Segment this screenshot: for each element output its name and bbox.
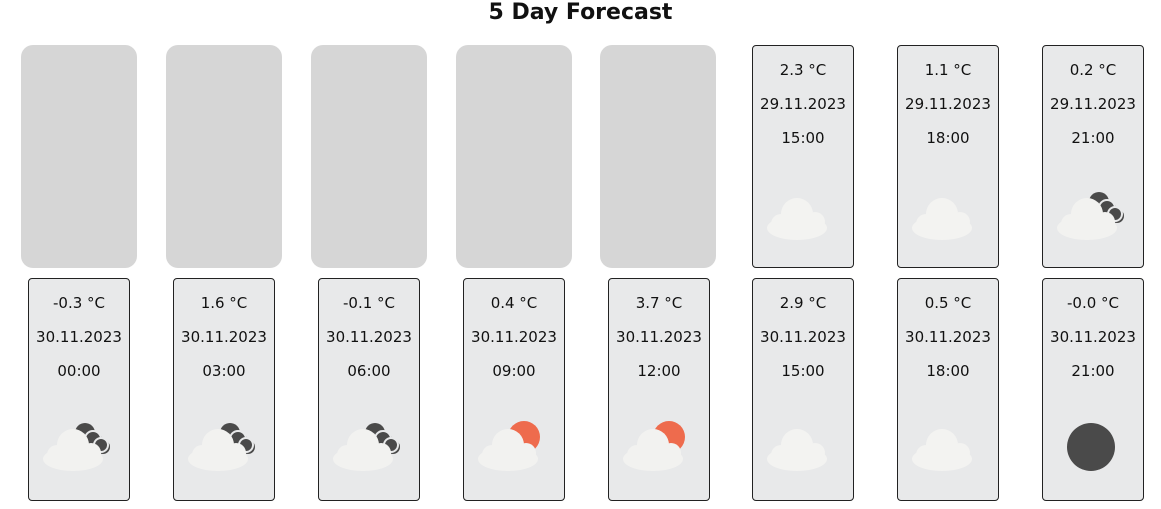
forecast-card: -0.0 °C 30.11.2023 21:00: [1042, 278, 1144, 501]
forecast-card: -0.1 °C 30.11.2023 06:00: [318, 278, 420, 501]
forecast-time: 21:00: [1071, 362, 1115, 380]
forecast-temperature: 2.3 °C: [779, 61, 827, 79]
forecast-date: 30.11.2023: [616, 328, 702, 346]
cloudy-light-icon: [767, 186, 839, 250]
forecast-time: 00:00: [57, 362, 101, 380]
loading-placeholder: [166, 45, 282, 268]
forecast-card: 2.3 °C 29.11.2023 15:00: [752, 45, 854, 268]
forecast-date: 29.11.2023: [1050, 95, 1136, 113]
forecast-time: 12:00: [637, 362, 681, 380]
cloudy-light-icon: [912, 186, 984, 250]
forecast-card: 1.1 °C 29.11.2023 18:00: [897, 45, 999, 268]
clear-night-icon: [1057, 417, 1129, 481]
loading-placeholder: [456, 45, 572, 268]
forecast-card: -0.3 °C 30.11.2023 00:00: [28, 278, 130, 501]
forecast-date: 30.11.2023: [326, 328, 412, 346]
cloudy-night-icon: [43, 417, 115, 481]
forecast-temperature: -0.0 °C: [1066, 294, 1119, 312]
page-title: 5 Day Forecast: [488, 0, 673, 25]
forecast-card: 0.2 °C 29.11.2023 21:00: [1042, 45, 1144, 268]
loading-placeholder: [311, 45, 427, 268]
forecast-temperature: 0.5 °C: [924, 294, 972, 312]
forecast-date: 30.11.2023: [760, 328, 846, 346]
forecast-time: 15:00: [781, 129, 825, 147]
forecast-time: 18:00: [926, 362, 970, 380]
forecast-temperature: 0.2 °C: [1069, 61, 1117, 79]
forecast-date: 30.11.2023: [36, 328, 122, 346]
forecast-temperature: 3.7 °C: [635, 294, 683, 312]
forecast-temperature: -0.3 °C: [52, 294, 105, 312]
forecast-date: 29.11.2023: [760, 95, 846, 113]
forecast-time: 18:00: [926, 129, 970, 147]
forecast-card: 0.5 °C 30.11.2023 18:00: [897, 278, 999, 501]
forecast-temperature: -0.1 °C: [342, 294, 395, 312]
forecast-date: 30.11.2023: [181, 328, 267, 346]
forecast-temperature: 0.4 °C: [490, 294, 538, 312]
cloudy-sun-icon: [478, 417, 550, 481]
cloudy-light-icon: [912, 417, 984, 481]
cloudy-night-icon: [333, 417, 405, 481]
forecast-date: 30.11.2023: [471, 328, 557, 346]
forecast-time: 21:00: [1071, 129, 1115, 147]
forecast-card: 0.4 °C 30.11.2023 09:00: [463, 278, 565, 501]
forecast-time: 03:00: [202, 362, 246, 380]
forecast-temperature: 1.1 °C: [924, 61, 972, 79]
cloudy-night-icon: [1057, 186, 1129, 250]
cloudy-sun-icon: [623, 417, 695, 481]
cloudy-light-icon: [767, 417, 839, 481]
forecast-card: 2.9 °C 30.11.2023 15:00: [752, 278, 854, 501]
forecast-date: 30.11.2023: [1050, 328, 1136, 346]
forecast-temperature: 2.9 °C: [779, 294, 827, 312]
loading-placeholder: [600, 45, 716, 268]
forecast-card: 3.7 °C 30.11.2023 12:00: [608, 278, 710, 501]
cloudy-night-icon: [188, 417, 260, 481]
loading-placeholder: [21, 45, 137, 268]
forecast-time: 09:00: [492, 362, 536, 380]
forecast-temperature: 1.6 °C: [200, 294, 248, 312]
forecast-card: 1.6 °C 30.11.2023 03:00: [173, 278, 275, 501]
forecast-time: 06:00: [347, 362, 391, 380]
forecast-date: 29.11.2023: [905, 95, 991, 113]
forecast-date: 30.11.2023: [905, 328, 991, 346]
forecast-time: 15:00: [781, 362, 825, 380]
